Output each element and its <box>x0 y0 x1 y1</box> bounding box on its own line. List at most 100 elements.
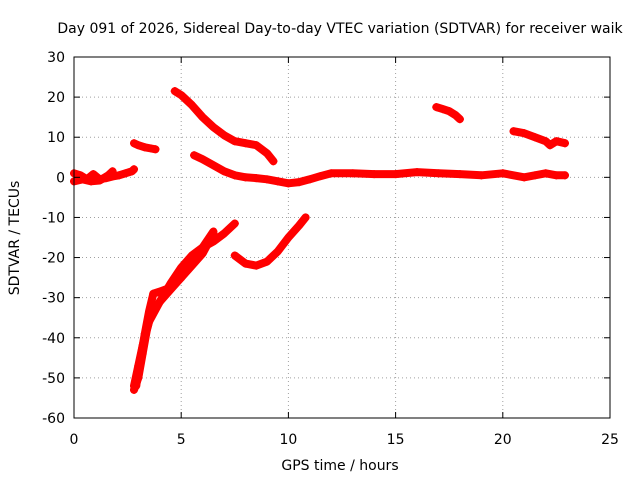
data-point-marker <box>295 178 304 187</box>
y-tick-label: 30 <box>47 50 65 66</box>
data-point-marker <box>190 151 199 160</box>
y-tick-label: -60 <box>42 411 65 427</box>
x-tick-label: 0 <box>70 432 79 448</box>
data-point-marker <box>477 171 486 180</box>
data-point-marker <box>252 141 261 150</box>
grid-lines <box>74 57 610 418</box>
data-point-marker <box>432 103 441 112</box>
y-axis-label: SDTVAR / TECUs <box>7 181 23 296</box>
data-point-marker <box>198 155 207 164</box>
data-point-marker <box>220 167 229 176</box>
data-point-marker <box>132 381 141 390</box>
x-axis-label: GPS time / hours <box>281 458 398 474</box>
data-point-marker <box>220 229 229 238</box>
data-point-marker <box>209 123 218 132</box>
data-point-marker <box>198 113 207 122</box>
data-point-marker <box>241 139 250 148</box>
data-point-marker <box>273 247 282 256</box>
data-point-marker <box>520 129 529 138</box>
data-point-marker <box>252 261 261 270</box>
data-point-marker <box>121 169 130 178</box>
x-tick-label: 10 <box>279 432 297 448</box>
data-point-marker <box>370 170 379 179</box>
y-tick-label: -40 <box>42 331 65 347</box>
data-point-marker <box>241 259 250 268</box>
y-tick-label: 20 <box>47 90 65 106</box>
data-point-marker <box>498 169 507 178</box>
data-point-marker <box>552 137 561 146</box>
data-point-marker <box>136 353 145 362</box>
data-point-marker <box>155 297 164 306</box>
y-tick-label: -10 <box>42 210 65 226</box>
data-point-marker <box>149 289 158 298</box>
data-point-marker <box>560 171 569 180</box>
data-point-marker <box>170 87 179 96</box>
plot-frame <box>73 56 611 419</box>
data-point-marker <box>552 171 561 180</box>
y-tick-label: -50 <box>42 371 65 387</box>
x-tick-label: 25 <box>601 432 619 448</box>
data-point-marker <box>177 91 186 100</box>
axis-ticks <box>73 56 611 419</box>
data-point-marker <box>509 127 518 136</box>
data-point-marker <box>209 227 218 236</box>
data-point-marker <box>134 141 143 150</box>
chart-title: Day 091 of 2026, Sidereal Day-to-day VTE… <box>57 21 623 37</box>
data-point-marker <box>151 145 160 154</box>
data-point-marker <box>269 157 278 166</box>
data-point-marker <box>147 144 156 153</box>
data-point-marker <box>140 143 149 152</box>
data-point-marker <box>541 169 550 178</box>
y-tick-label: 0 <box>56 170 65 186</box>
data-point-marker <box>262 149 271 158</box>
data-point-marker <box>262 257 271 266</box>
data-series <box>70 87 569 394</box>
y-tick-label: 10 <box>47 130 65 146</box>
data-point-marker <box>348 169 357 178</box>
data-point-marker <box>104 171 113 180</box>
data-point-marker <box>530 133 539 142</box>
data-point-marker <box>130 139 139 148</box>
data-point-marker <box>560 139 569 148</box>
data-point-marker <box>78 175 87 184</box>
data-point-marker <box>89 170 98 179</box>
data-point-marker <box>252 174 261 183</box>
data-point-marker <box>198 243 207 252</box>
data-point-marker <box>230 219 239 228</box>
data-point-marker <box>520 173 529 182</box>
data-point-marker <box>316 172 325 181</box>
data-point-marker <box>413 168 422 177</box>
data-point-marker <box>284 233 293 242</box>
data-point-marker <box>209 161 218 170</box>
data-point-marker <box>295 221 304 230</box>
x-tick-label: 5 <box>177 432 186 448</box>
data-point-marker <box>145 307 154 316</box>
data-point-marker <box>230 251 239 260</box>
x-tick-label: 15 <box>387 432 405 448</box>
data-point-marker <box>230 171 239 180</box>
data-point-marker <box>230 137 239 146</box>
data-point-marker <box>284 179 293 188</box>
data-point-marker <box>445 107 454 116</box>
data-point-marker <box>541 137 550 146</box>
data-point-marker <box>455 170 464 179</box>
data-point-marker <box>115 171 124 180</box>
data-point-marker <box>327 169 336 178</box>
y-tick-label: -20 <box>42 251 65 267</box>
x-tick-label: 20 <box>494 432 512 448</box>
data-point-marker <box>140 329 149 338</box>
data-point-marker <box>545 141 554 150</box>
data-point-marker <box>108 167 117 176</box>
data-point-marker <box>187 257 196 266</box>
data-point-marker <box>166 283 175 292</box>
data-point-marker <box>391 170 400 179</box>
data-point-marker <box>95 176 104 185</box>
data-point-marker <box>187 101 196 110</box>
data-point-marker <box>273 177 282 186</box>
data-trace-segment-8 <box>132 227 218 390</box>
data-point-marker <box>434 169 443 178</box>
y-tick-label: -30 <box>42 291 65 307</box>
data-trace-segment-9 <box>230 213 310 270</box>
data-trace-segment-5 <box>190 151 569 188</box>
data-point-marker <box>530 171 539 180</box>
